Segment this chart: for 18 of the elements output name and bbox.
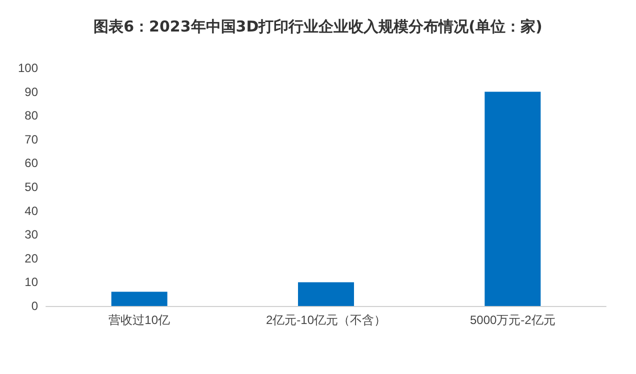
y-tick-label: 40 <box>24 204 38 218</box>
chart-title: 图表6：2023年中国3D打印行业企业收入规模分布情况(单位：家) <box>94 18 542 36</box>
y-tick-label: 50 <box>24 180 38 194</box>
y-tick-label: 0 <box>31 299 38 313</box>
y-tick-label: 80 <box>24 108 38 123</box>
x-tick-label: 5000万元-2亿元 <box>470 313 556 327</box>
y-tick-label: 100 <box>18 61 38 75</box>
x-tick-label: 营收过10亿 <box>108 313 170 327</box>
bar <box>111 292 168 306</box>
bar <box>484 92 541 306</box>
bar <box>298 282 354 306</box>
y-tick-label: 70 <box>24 132 38 146</box>
y-tick-label: 30 <box>24 228 38 242</box>
x-tick-label: 2亿元-10亿元（不含） <box>266 313 386 327</box>
y-tick-label: 90 <box>24 84 38 99</box>
y-tick-label: 20 <box>24 251 38 266</box>
y-tick-label: 60 <box>24 156 38 170</box>
y-tick-label: 10 <box>24 275 38 290</box>
